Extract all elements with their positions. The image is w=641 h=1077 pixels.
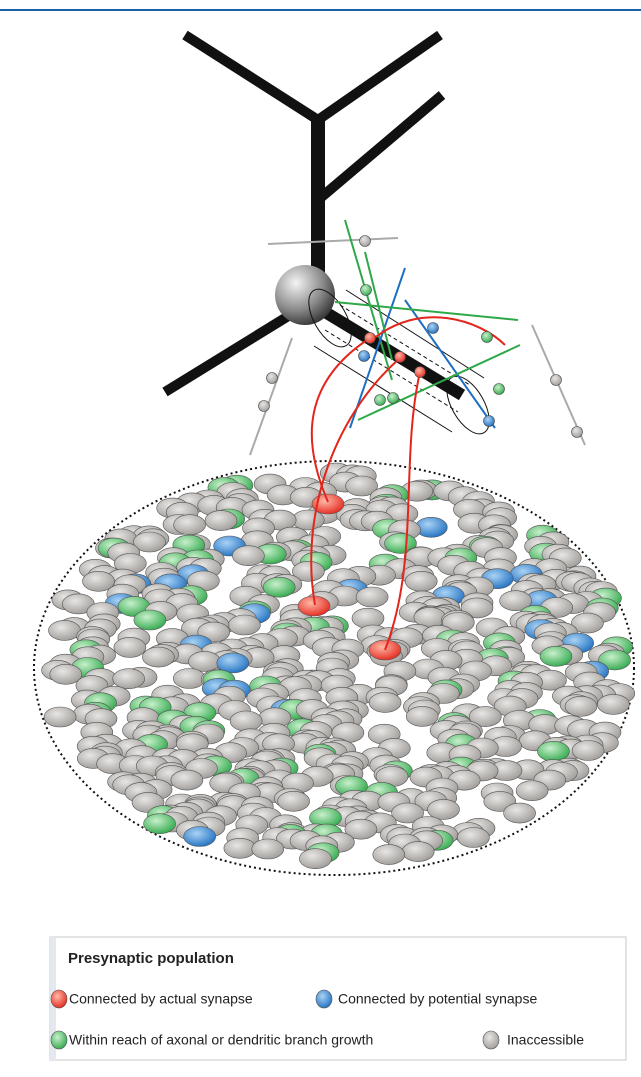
- legend-label: Connected by actual synapse: [69, 991, 253, 1007]
- inaccessible-neuron: [189, 651, 221, 671]
- synapse-bead: [259, 401, 270, 412]
- legend-swatch: [316, 990, 332, 1008]
- legend-swatch: [483, 1031, 499, 1049]
- legend-label: Inaccessible: [507, 1032, 584, 1048]
- inaccessible-neuron: [597, 694, 629, 714]
- soma: [275, 265, 335, 325]
- legend: Presynaptic population Connected by actu…: [50, 937, 626, 1060]
- inaccessible-neuron: [299, 849, 331, 869]
- inaccessible-neuron: [174, 515, 206, 535]
- synapse-bead: [572, 427, 583, 438]
- inaccessible-neuron: [457, 828, 489, 848]
- legend-swatch: [51, 990, 67, 1008]
- reach-cylinder: [314, 346, 452, 432]
- dendrite: [185, 35, 440, 120]
- inaccessible-neuron: [516, 781, 548, 801]
- synapse-bead: [388, 393, 399, 404]
- potential-neuron: [184, 827, 216, 847]
- legend-label: Within reach of axonal or dendritic bran…: [69, 1032, 373, 1048]
- legend-title: Presynaptic population: [68, 950, 234, 967]
- legend-swatch: [51, 1031, 67, 1049]
- population: [34, 461, 635, 875]
- fibre: [268, 238, 398, 244]
- inaccessible-neuron: [230, 711, 262, 731]
- inaccessible-neuron: [44, 707, 76, 727]
- inaccessible-neuron: [50, 664, 82, 684]
- inaccessible-neuron: [504, 803, 536, 823]
- reachable-neuron: [540, 646, 572, 666]
- synapse-bead: [551, 375, 562, 386]
- inaccessible-neuron: [228, 615, 260, 635]
- inaccessible-neuron: [428, 799, 460, 819]
- synapse-bead: [365, 333, 376, 344]
- synapse-bead: [360, 236, 371, 247]
- page: {"legend": {"title": "Presynaptic popula…: [0, 0, 641, 1072]
- synapse-bead: [428, 323, 439, 334]
- synapse-bead: [484, 416, 495, 427]
- synapse-bead: [482, 332, 493, 343]
- inaccessible-neuron: [113, 669, 145, 689]
- inaccessible-neuron: [278, 791, 310, 811]
- inaccessible-neuron: [356, 587, 388, 607]
- reachable-neuron: [263, 577, 295, 597]
- inaccessible-neuron: [572, 741, 604, 761]
- inaccessible-neuron: [224, 838, 256, 858]
- synapse-bead: [267, 373, 278, 384]
- inaccessible-neuron: [402, 842, 434, 862]
- inaccessible-neuron: [565, 696, 597, 716]
- inaccessible-neuron: [405, 571, 437, 591]
- synapse-bead: [395, 352, 406, 363]
- synapse-bead: [375, 395, 386, 406]
- inaccessible-neuron: [406, 706, 438, 726]
- synapse-bead: [415, 367, 426, 378]
- inaccessible-neuron: [173, 669, 205, 689]
- legend-label: Connected by potential synapse: [338, 991, 537, 1007]
- synapse-bead: [359, 351, 370, 362]
- synapse-bead: [361, 285, 372, 296]
- fibre: [250, 338, 292, 455]
- synapse-bead: [494, 384, 505, 395]
- inaccessible-neuron: [232, 546, 264, 566]
- inaccessible-neuron: [205, 511, 237, 531]
- inaccessible-neuron: [171, 770, 203, 790]
- inaccessible-neuron: [373, 845, 405, 865]
- inaccessible-neuron: [369, 692, 401, 712]
- inaccessible-neuron: [252, 839, 284, 859]
- reachable-neuron: [134, 610, 166, 630]
- inaccessible-neuron: [142, 647, 174, 667]
- inaccessible-neuron: [114, 637, 146, 657]
- fibre: [358, 345, 520, 420]
- diagram: Presynaptic population Connected by actu…: [0, 0, 641, 1072]
- inaccessible-neuron: [49, 620, 81, 640]
- reachable-neuron: [144, 814, 176, 834]
